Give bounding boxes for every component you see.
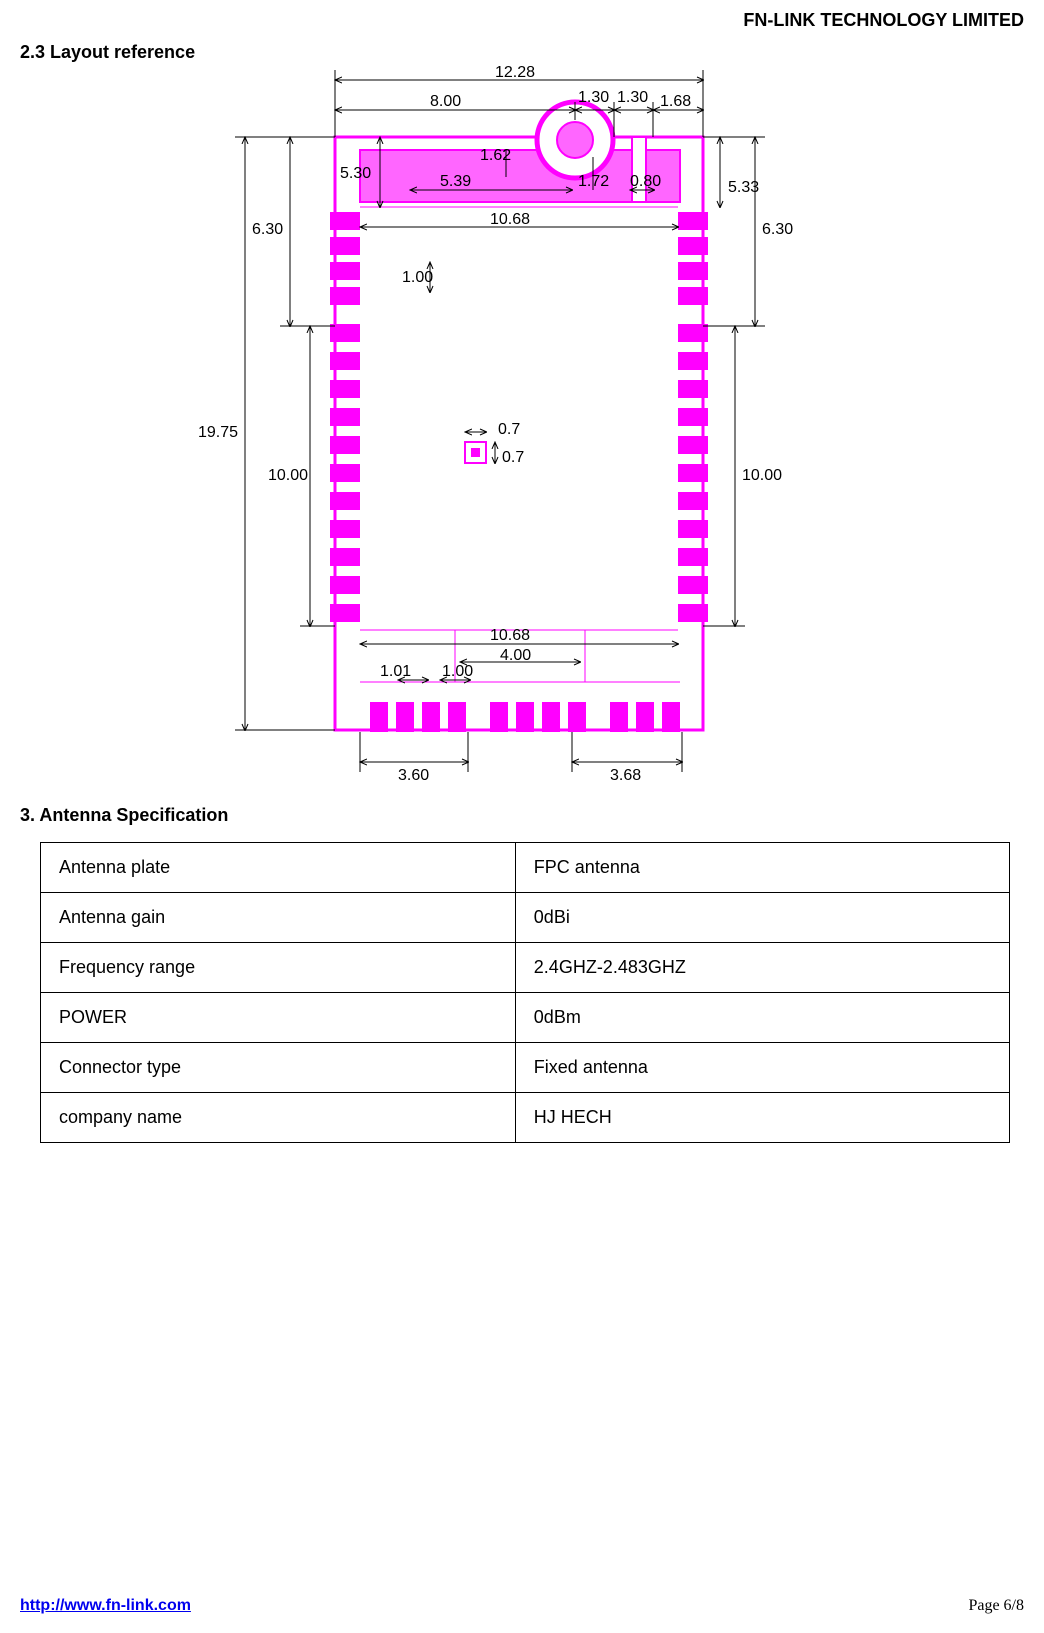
svg-text:1.62: 1.62 [480,147,511,164]
svg-text:10.00: 10.00 [268,467,308,484]
spec-key: POWER [41,993,516,1043]
svg-text:6.30: 6.30 [762,221,793,238]
svg-text:19.75: 19.75 [198,424,238,441]
center-pad [465,442,486,463]
company-header: FN-LINK TECHNOLOGY LIMITED [743,10,1024,31]
svg-text:5.30: 5.30 [340,165,371,182]
svg-text:1.00: 1.00 [402,269,433,286]
spec-value: HJ HECH [515,1093,1009,1143]
svg-text:0.80: 0.80 [630,173,661,190]
svg-text:12.28: 12.28 [495,64,535,81]
svg-text:3.68: 3.68 [610,767,641,782]
table-row: Antenna gain 0dBi [41,893,1010,943]
spec-key: company name [41,1093,516,1143]
svg-text:8.00: 8.00 [430,93,461,110]
svg-text:0.7: 0.7 [502,449,524,466]
table-row: Connector type Fixed antenna [41,1043,1010,1093]
svg-text:0.7: 0.7 [498,421,520,438]
svg-text:4.00: 4.00 [500,647,531,664]
pads-bottom [370,702,680,732]
table-row: company name HJ HECH [41,1093,1010,1143]
table-row: POWER 0dBm [41,993,1010,1043]
layout-diagram: 12.28 8.00 1.30 1.30 1.68 19.75 6.30 6.3… [180,62,860,782]
section-title-layout: 2.3 Layout reference [20,42,195,63]
footer-link[interactable]: http://www.fn-link.com [20,1597,191,1615]
svg-text:5.39: 5.39 [440,173,471,190]
page-footer: http://www.fn-link.com Page 6/8 [20,1597,1024,1615]
svg-text:1.72: 1.72 [578,173,609,190]
svg-text:10.68: 10.68 [490,211,530,228]
pads-right [678,212,708,622]
table-row: Antenna plate FPC antenna [41,843,1010,893]
svg-text:10.68: 10.68 [490,627,530,644]
spec-key: Antenna plate [41,843,516,893]
table-row: Frequency range 2.4GHZ-2.483GHZ [41,943,1010,993]
spec-value: 2.4GHZ-2.483GHZ [515,943,1009,993]
spec-value: Fixed antenna [515,1043,1009,1093]
spec-value: 0dBm [515,993,1009,1043]
antenna-spec-table: Antenna plate FPC antenna Antenna gain 0… [40,842,1010,1143]
svg-text:3.60: 3.60 [398,767,429,782]
svg-text:5.33: 5.33 [728,179,759,196]
pads-left [330,212,360,622]
spec-value: 0dBi [515,893,1009,943]
spec-value: FPC antenna [515,843,1009,893]
spec-key: Connector type [41,1043,516,1093]
svg-text:1.00: 1.00 [442,663,473,680]
page-number: Page 6/8 [968,1597,1024,1615]
svg-text:1.01: 1.01 [380,663,411,680]
svg-text:1.68: 1.68 [660,93,691,110]
svg-text:10.00: 10.00 [742,467,782,484]
spec-key: Antenna gain [41,893,516,943]
section-title-antenna: 3. Antenna Specification [20,805,228,826]
spec-key: Frequency range [41,943,516,993]
svg-text:6.30: 6.30 [252,221,283,238]
svg-text:1.30: 1.30 [578,89,609,106]
svg-text:1.30: 1.30 [617,89,648,106]
